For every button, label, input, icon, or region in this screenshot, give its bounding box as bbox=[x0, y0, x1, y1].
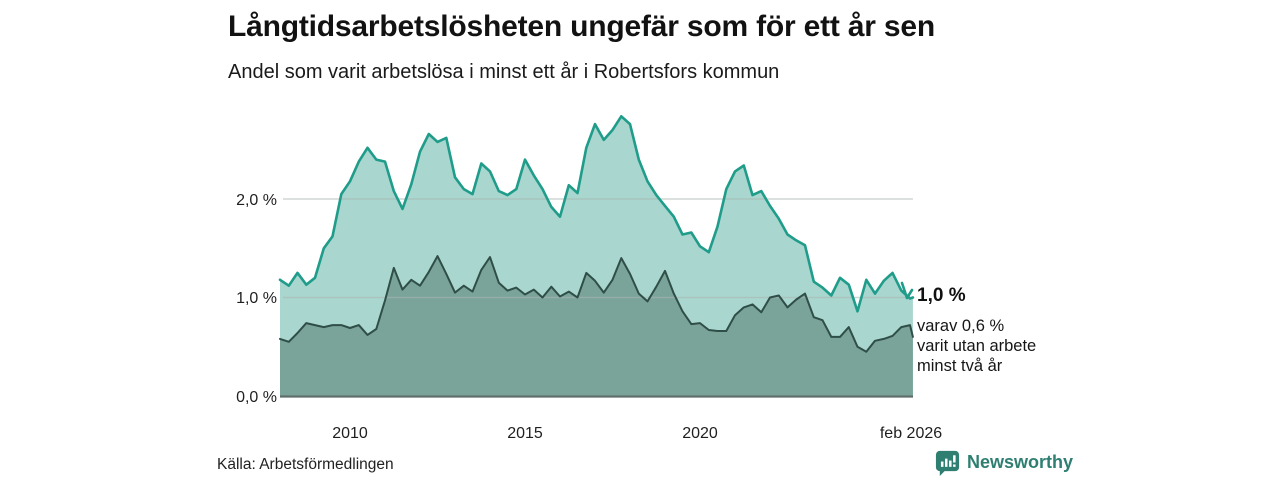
x-tick-label-2010: 2010 bbox=[332, 425, 368, 442]
page-title: Långtidsarbetslösheten ungefär som för e… bbox=[228, 10, 936, 43]
x-tick-label-2015: 2015 bbox=[507, 425, 543, 442]
newsworthy-bubble-chart-icon bbox=[935, 450, 960, 476]
end-label-line3: minst två år bbox=[917, 357, 1003, 375]
end-label-two-year-note: varav 0,6 % varit utan arbete minst två … bbox=[917, 316, 1036, 376]
x-tick-label-feb2026: feb 2026 bbox=[880, 425, 942, 442]
y-tick-label-1: 1,0 % bbox=[236, 290, 277, 307]
y-tick-label-2: 2,0 % bbox=[236, 192, 277, 209]
brand-wordmark: Newsworthy bbox=[967, 452, 1074, 472]
source-credit: Källa: Arbetsförmedlingen bbox=[217, 456, 394, 473]
line-two-year bbox=[279, 255, 914, 353]
x-tick-label-2020: 2020 bbox=[682, 425, 718, 442]
end-label-line1: varav 0,6 % bbox=[917, 317, 1005, 335]
y-tick-label-0: 0,0 % bbox=[236, 389, 277, 406]
line-end-tick-icon bbox=[900, 281, 914, 300]
line-total bbox=[278, 115, 915, 313]
page-subtitle: Andel som varit arbetslösa i minst ett å… bbox=[228, 61, 780, 83]
brand-logo: Newsworthy bbox=[934, 449, 1073, 476]
area-fill-two-year bbox=[280, 256, 913, 396]
end-label-total-value: 1,0 % bbox=[917, 285, 966, 306]
end-label-line2: varit utan arbete bbox=[917, 337, 1037, 355]
